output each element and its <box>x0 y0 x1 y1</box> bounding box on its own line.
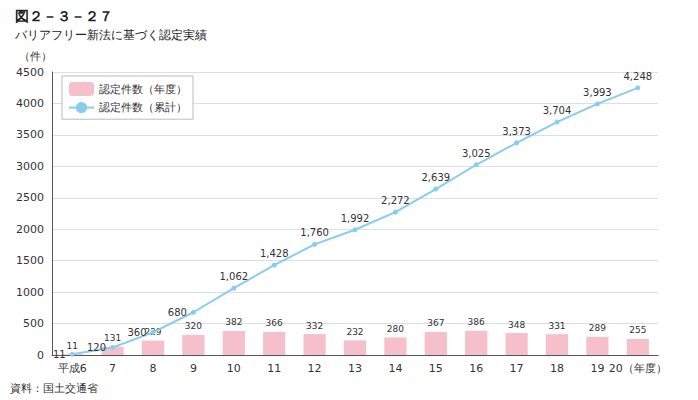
svg-text:バリアフリー新法に基づく認定実績: バリアフリー新法に基づく認定実績 <box>14 28 207 42</box>
svg-text:1,062: 1,062 <box>219 271 248 282</box>
svg-text:2000: 2000 <box>16 223 44 236</box>
svg-text:1000: 1000 <box>16 286 44 299</box>
svg-text:680: 680 <box>168 307 187 318</box>
svg-text:348: 348 <box>508 320 525 330</box>
svg-text:1,428: 1,428 <box>260 248 289 259</box>
svg-text:120: 120 <box>87 342 106 353</box>
svg-text:2,639: 2,639 <box>421 172 450 183</box>
svg-text:11: 11 <box>66 341 77 351</box>
svg-text:3,993: 3,993 <box>583 87 612 98</box>
svg-text:382: 382 <box>225 317 242 327</box>
svg-text:360: 360 <box>127 327 146 338</box>
svg-text:10: 10 <box>227 362 241 375</box>
svg-text:131: 131 <box>104 333 121 343</box>
svg-text:367: 367 <box>427 318 444 328</box>
svg-text:平成6: 平成6 <box>58 362 87 375</box>
svg-text:3,373: 3,373 <box>502 126 531 137</box>
svg-text:229: 229 <box>144 327 162 338</box>
svg-text:3,704: 3,704 <box>543 105 572 116</box>
svg-text:2,272: 2,272 <box>381 195 410 206</box>
svg-text:11: 11 <box>267 362 281 375</box>
svg-text:0: 0 <box>37 349 44 362</box>
svg-text:4,248: 4,248 <box>623 71 652 82</box>
svg-text:232: 232 <box>346 327 363 337</box>
svg-text:3,025: 3,025 <box>462 148 491 159</box>
svg-text:366: 366 <box>266 318 283 328</box>
svg-text:認定件数（累計）: 認定件数（累計） <box>99 101 187 114</box>
svg-text:4000: 4000 <box>16 97 44 110</box>
svg-text:255: 255 <box>629 325 646 335</box>
svg-text:280: 280 <box>387 324 404 334</box>
svg-text:（件）: （件） <box>19 50 52 63</box>
svg-text:320: 320 <box>185 321 202 331</box>
svg-text:図２－３－２７: 図２－３－２７ <box>15 8 113 24</box>
svg-text:2500: 2500 <box>16 191 44 204</box>
svg-text:386: 386 <box>468 317 485 327</box>
svg-text:1,992: 1,992 <box>341 213 370 224</box>
svg-text:8: 8 <box>150 362 157 375</box>
svg-text:500: 500 <box>23 317 44 330</box>
svg-text:3500: 3500 <box>16 128 44 141</box>
svg-text:19: 19 <box>590 362 604 375</box>
svg-text:1500: 1500 <box>16 254 44 267</box>
svg-text:17: 17 <box>510 362 524 375</box>
svg-text:3000: 3000 <box>16 160 44 173</box>
svg-text:4500: 4500 <box>16 66 44 79</box>
svg-text:20（年度）: 20（年度） <box>609 362 667 375</box>
svg-text:14: 14 <box>388 362 402 375</box>
svg-text:16: 16 <box>469 362 483 375</box>
svg-text:331: 331 <box>548 321 565 331</box>
svg-text:1,760: 1,760 <box>300 227 329 238</box>
svg-text:15: 15 <box>429 362 443 375</box>
svg-text:11: 11 <box>53 349 66 360</box>
svg-text:7: 7 <box>109 362 116 375</box>
svg-text:13: 13 <box>348 362 362 375</box>
svg-text:12: 12 <box>308 362 322 375</box>
svg-text:資料：国土交通省: 資料：国土交通省 <box>10 382 98 395</box>
svg-text:18: 18 <box>550 362 564 375</box>
svg-text:332: 332 <box>306 321 323 331</box>
svg-text:289: 289 <box>589 323 606 333</box>
svg-text:9: 9 <box>190 362 197 375</box>
svg-text:認定件数（年度）: 認定件数（年度） <box>99 83 187 96</box>
